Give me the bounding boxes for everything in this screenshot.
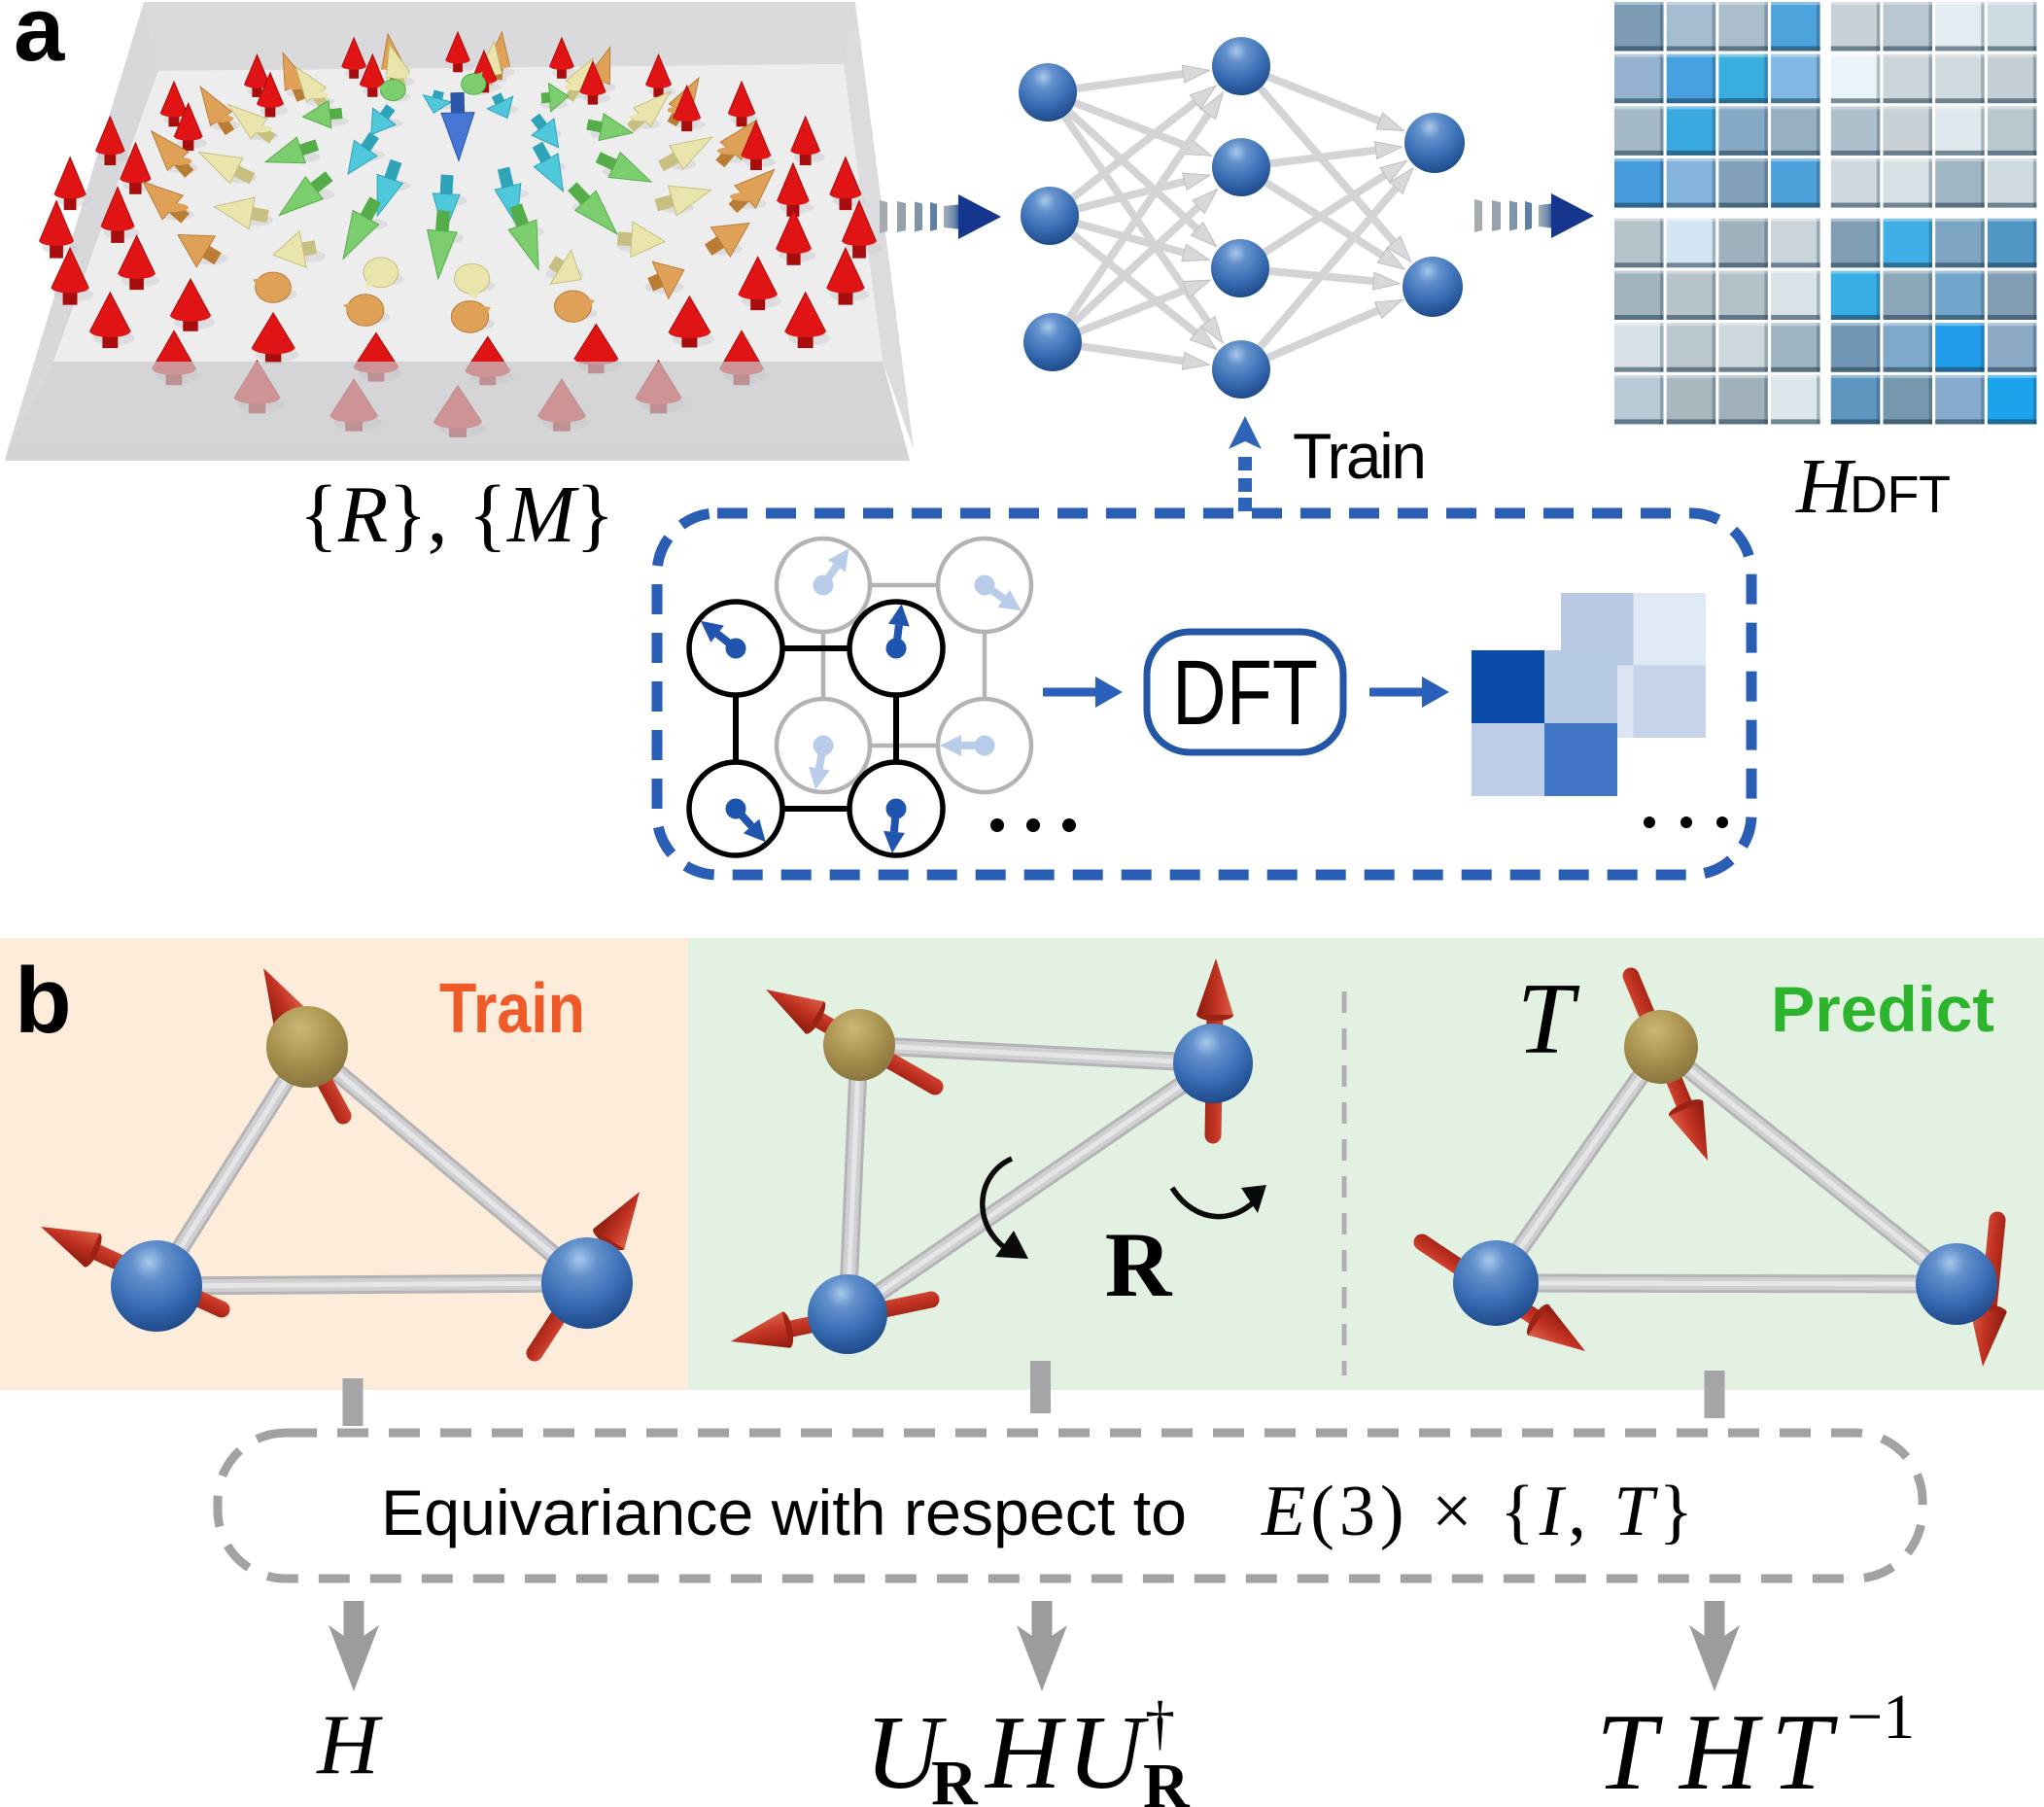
svg-text:H: H bbox=[984, 1695, 1066, 1807]
svg-text:T: T bbox=[1596, 1692, 1663, 1807]
svg-text:R: R bbox=[931, 1748, 979, 1807]
svg-text:H: H bbox=[1795, 444, 1856, 530]
svg-text:R: R bbox=[1105, 1213, 1173, 1316]
svg-text:H: H bbox=[1678, 1692, 1763, 1807]
svg-text:{R}, {M}: {R}, {M} bbox=[299, 469, 615, 560]
svg-text:−1: −1 bbox=[1847, 1682, 1915, 1753]
svg-text:†: † bbox=[1145, 1690, 1175, 1756]
svg-text:E(3) × {I, T}: E(3) × {I, T} bbox=[1261, 1472, 1698, 1551]
svg-text:T: T bbox=[1517, 961, 1580, 1075]
svg-text:Predict: Predict bbox=[1771, 973, 1994, 1045]
svg-text:DFT: DFT bbox=[1172, 642, 1318, 745]
svg-text:Train: Train bbox=[439, 970, 585, 1048]
svg-text:Equivariance with respect to: Equivariance with respect to bbox=[381, 1477, 1187, 1548]
svg-text:U: U bbox=[865, 1695, 947, 1807]
svg-text:a: a bbox=[14, 0, 65, 80]
svg-text:DFT: DFT bbox=[1850, 466, 1951, 524]
svg-text:T: T bbox=[1771, 1692, 1838, 1807]
svg-text:H: H bbox=[316, 1698, 383, 1792]
svg-text:U: U bbox=[1067, 1695, 1149, 1807]
svg-text:b: b bbox=[15, 949, 72, 1053]
svg-text:R: R bbox=[1143, 1751, 1191, 1807]
svg-text:Train: Train bbox=[1293, 420, 1427, 492]
